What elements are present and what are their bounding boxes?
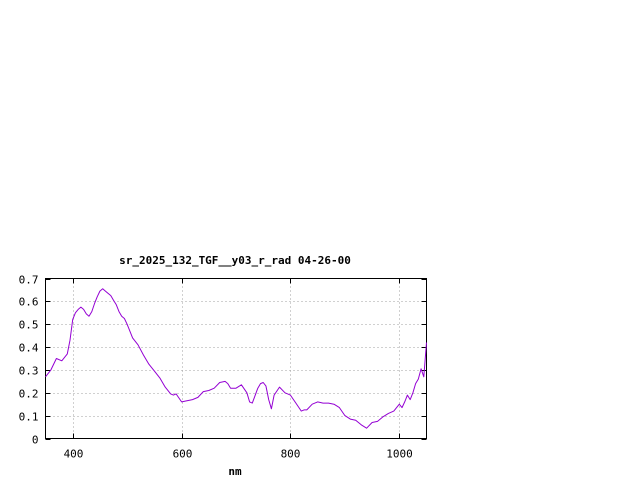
y-tick-label: 0.5	[19, 319, 39, 332]
y-tick-label: 0.7	[19, 274, 39, 287]
y-tick-label: 0.3	[19, 365, 39, 378]
series-line	[45, 288, 427, 429]
y-tick-label: 0.4	[19, 342, 39, 355]
y-tick-label: 0.2	[19, 388, 39, 401]
series-layer	[45, 288, 427, 429]
axis-ticks: 0 0.1 0.2 0.3 0.4 0.5 0.6 0.7 400 600 800 1000	[19, 274, 427, 461]
x-tick-label: 1000	[386, 448, 413, 461]
x-axis-label: nm	[228, 465, 242, 478]
x-tick-label: 800	[281, 448, 301, 461]
y-tick-label: 0.1	[19, 411, 39, 424]
x-tick-label: 400	[64, 448, 84, 461]
y-tick-label: 0	[32, 434, 39, 447]
plot-frame	[45, 278, 427, 439]
grid	[45, 278, 427, 439]
chart-title: sr_2025_132_TGF__y03_r_rad 04-26-00	[119, 254, 351, 267]
y-tick-label: 0.6	[19, 296, 39, 309]
x-tick-label: 600	[173, 448, 193, 461]
